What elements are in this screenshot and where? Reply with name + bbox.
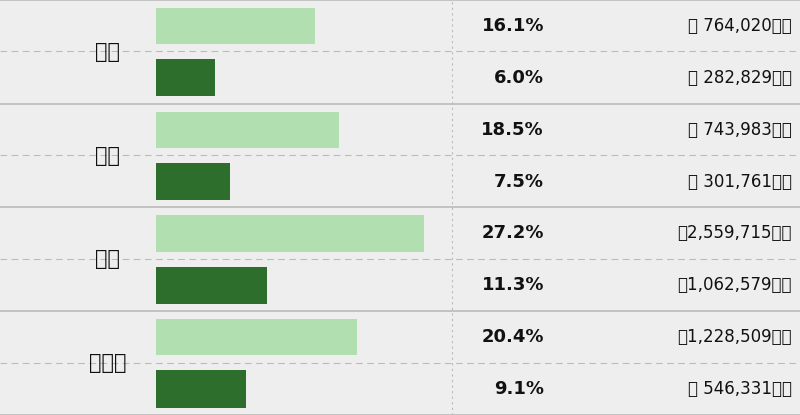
Text: （ 764,020人）: （ 764,020人） (688, 17, 792, 35)
Bar (156, 319, 358, 355)
Text: 東京: 東京 (95, 249, 121, 269)
Text: 20.4%: 20.4% (482, 328, 544, 346)
Text: （ 546,331人）: （ 546,331人） (688, 380, 792, 398)
Text: 7.5%: 7.5% (494, 173, 544, 190)
Text: 11.3%: 11.3% (482, 276, 544, 294)
Bar (156, 370, 246, 408)
Text: 埼玉: 埼玉 (95, 42, 121, 62)
Bar (156, 59, 215, 96)
Bar (156, 266, 267, 304)
Text: 9.1%: 9.1% (494, 380, 544, 398)
Text: （ 282,829人）: （ 282,829人） (688, 69, 792, 87)
Text: 千葉: 千葉 (95, 146, 121, 166)
Text: 神奈川: 神奈川 (90, 353, 126, 373)
Text: （2,559,715人）: （2,559,715人） (678, 225, 792, 242)
Text: 18.5%: 18.5% (482, 121, 544, 139)
Text: （ 301,761人）: （ 301,761人） (688, 173, 792, 190)
Text: 16.1%: 16.1% (482, 17, 544, 35)
Text: 6.0%: 6.0% (494, 69, 544, 87)
Bar (156, 8, 315, 44)
Bar (156, 163, 230, 200)
Bar (156, 215, 424, 251)
Bar (156, 112, 338, 148)
Text: （1,228,509人）: （1,228,509人） (678, 328, 792, 346)
Text: 27.2%: 27.2% (482, 225, 544, 242)
Text: （1,062,579人）: （1,062,579人） (678, 276, 792, 294)
Text: （ 743,983人）: （ 743,983人） (688, 121, 792, 139)
